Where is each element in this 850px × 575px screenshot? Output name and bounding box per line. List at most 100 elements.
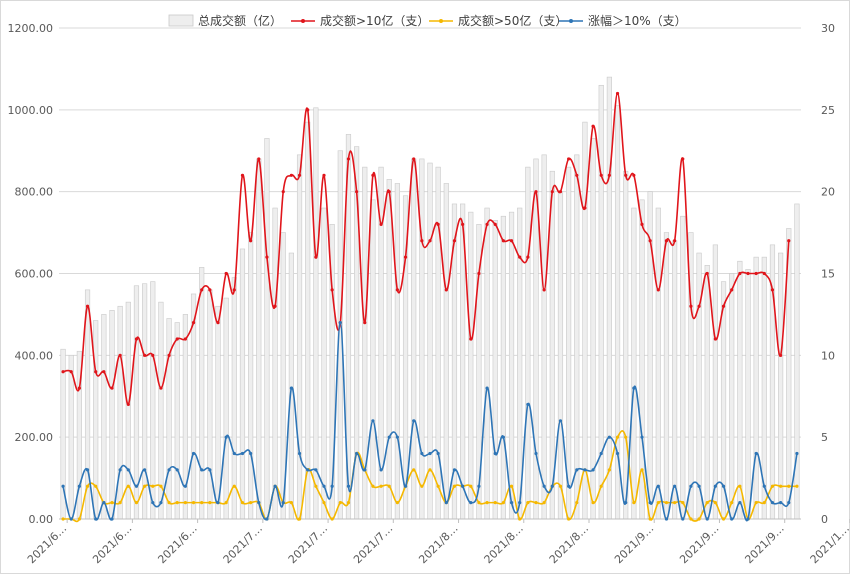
data-point <box>85 484 90 488</box>
y-left-tick-label: 400.00 <box>15 349 54 362</box>
data-point <box>151 501 155 505</box>
data-point <box>273 484 277 488</box>
x-tick-label: 2021/9… <box>742 522 786 566</box>
data-point <box>754 451 758 456</box>
y-left-tick-label: 200.00 <box>15 431 54 444</box>
data-point <box>191 501 196 505</box>
data-point <box>575 468 579 472</box>
bar-total-turnover <box>663 232 670 520</box>
data-point <box>469 337 473 341</box>
data-point <box>297 517 302 521</box>
bar-total-turnover <box>582 121 588 520</box>
data-point <box>338 321 342 325</box>
data-point <box>779 484 783 488</box>
bar-total-turnover <box>313 107 319 520</box>
data-point <box>183 337 187 341</box>
bar-total-turnover <box>468 211 474 520</box>
legend: 总成交额（亿） 成交额>10亿（支） 成交额>50亿（支） 涨幅＞10%（支） <box>168 13 687 28</box>
data-point <box>518 501 522 505</box>
data-point <box>705 517 709 521</box>
data-point <box>640 435 644 439</box>
data-point <box>542 484 546 488</box>
bar-total-turnover <box>794 203 800 520</box>
data-point <box>314 484 318 488</box>
data-point <box>444 288 448 292</box>
data-point <box>664 239 669 243</box>
data-point <box>485 386 489 390</box>
data-point <box>461 484 465 488</box>
bar-total-turnover <box>109 310 115 520</box>
data-point <box>452 484 457 488</box>
data-point <box>167 468 171 472</box>
data-point <box>689 517 693 521</box>
data-point <box>648 501 652 505</box>
data-point <box>232 451 236 456</box>
y-left-tick-label: 0.00 <box>29 513 54 526</box>
bar-total-turnover <box>256 158 262 520</box>
bar-total-turnover <box>150 281 156 520</box>
bar-total-turnover <box>443 183 449 520</box>
data-point <box>412 468 416 472</box>
data-point <box>730 501 734 505</box>
data-point <box>289 386 293 390</box>
data-point <box>126 402 130 407</box>
data-point <box>787 239 791 243</box>
data-point <box>346 501 351 505</box>
x-tick-label: 2021/8… <box>482 522 526 566</box>
x-tick-label: 2021/6… <box>25 522 69 566</box>
data-point <box>265 255 269 259</box>
data-point <box>322 501 326 505</box>
bar-total-turnover <box>419 158 425 520</box>
bar-total-turnover <box>117 305 123 520</box>
data-point <box>61 370 65 374</box>
data-point <box>134 501 139 505</box>
bar-total-turnover <box>492 220 498 520</box>
legend-item: 成交额>50亿（支） <box>429 13 567 28</box>
data-point <box>387 190 391 194</box>
data-point <box>281 190 285 194</box>
data-point <box>469 484 473 488</box>
bar-total-turnover <box>215 305 221 520</box>
line-turnover-over-10b <box>62 92 790 406</box>
data-point <box>395 288 399 292</box>
bar-total-turnover <box>231 277 237 520</box>
data-point <box>183 501 187 505</box>
bar-total-turnover <box>590 138 596 520</box>
bar-total-turnover <box>264 138 270 520</box>
data-point <box>77 386 81 390</box>
data-point <box>624 435 628 439</box>
data-point <box>363 468 367 472</box>
data-point <box>558 419 563 423</box>
bar-total-turnover <box>239 248 246 520</box>
bar-total-turnover <box>500 215 506 520</box>
data-point <box>371 173 375 177</box>
data-point <box>151 353 155 357</box>
data-point <box>599 451 603 456</box>
data-point <box>526 255 530 259</box>
legend-item: 涨幅＞10%（支） <box>559 13 687 28</box>
bar-total-turnover <box>182 314 188 520</box>
data-point <box>379 222 383 226</box>
data-point <box>575 173 579 177</box>
bar-total-turnover <box>655 207 661 520</box>
data-point <box>697 517 701 521</box>
x-tick-label: 2021/7… <box>286 522 330 566</box>
data-point <box>493 451 497 456</box>
bar-total-turnover <box>541 154 547 520</box>
data-point <box>314 255 318 259</box>
data-point <box>461 222 465 226</box>
data-point <box>379 484 383 488</box>
data-point <box>338 501 342 505</box>
data-point <box>159 484 163 488</box>
data-point <box>346 484 351 488</box>
data-point <box>371 419 375 423</box>
data-point <box>428 468 432 472</box>
data-point <box>126 468 130 472</box>
data-point <box>705 271 709 276</box>
data-point <box>697 304 701 308</box>
x-tick-label: 2021/7… <box>221 522 265 566</box>
data-point <box>167 501 171 505</box>
data-point <box>583 206 587 210</box>
data-point <box>656 501 660 505</box>
